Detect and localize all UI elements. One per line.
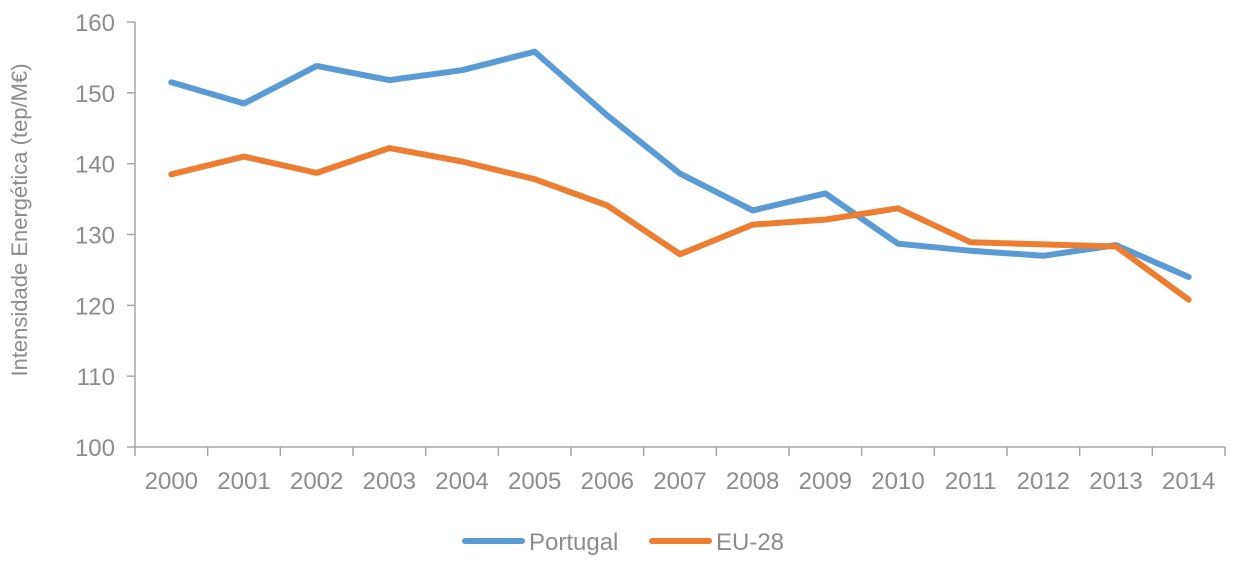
- x-tick-label: 2012: [1017, 468, 1070, 495]
- x-tick-label: 2014: [1162, 468, 1215, 495]
- x-tick-label: 2009: [799, 468, 852, 495]
- x-tick-label: 2013: [1089, 468, 1142, 495]
- x-tick-label: 2003: [363, 468, 416, 495]
- x-tick-label: 2008: [726, 468, 779, 495]
- x-tick-label: 2006: [581, 468, 634, 495]
- series-line-portugal: [168, 48, 1192, 280]
- x-tick-label: 2011: [945, 468, 997, 495]
- x-tick-label: 2000: [145, 468, 198, 495]
- series-line-eu-28: [168, 145, 1192, 303]
- y-axis: 100 110 120 130 140 150 160: [75, 10, 136, 462]
- y-tick-label: 110: [77, 364, 115, 391]
- y-tick-label: 150: [75, 81, 115, 108]
- legend: Portugal EU-28: [462, 529, 784, 556]
- x-tick-label: 2010: [871, 468, 924, 495]
- x-tick-label: 2004: [435, 468, 488, 495]
- y-axis-title: Intensidade Energética (tep/M€): [7, 63, 32, 376]
- x-tick-label: 2007: [653, 468, 706, 495]
- x-tick-label: 2002: [290, 468, 343, 495]
- x-tick-label: 2005: [508, 468, 561, 495]
- y-tick-label: 130: [75, 223, 115, 250]
- x-axis: 2000 2001 2002 2003 2004 2005 2006 2007 2008 2009…: [134, 446, 1226, 495]
- plot-area: [168, 48, 1192, 303]
- y-tick-label: 140: [75, 152, 115, 179]
- y-tick-label: 160: [75, 10, 115, 37]
- y-tick-label: 120: [75, 293, 115, 320]
- legend-label-eu-28: EU-28: [716, 529, 784, 556]
- x-tick-label: 2001: [217, 468, 270, 495]
- y-tick-label: 100: [75, 435, 115, 462]
- legend-label-portugal: Portugal: [529, 529, 618, 556]
